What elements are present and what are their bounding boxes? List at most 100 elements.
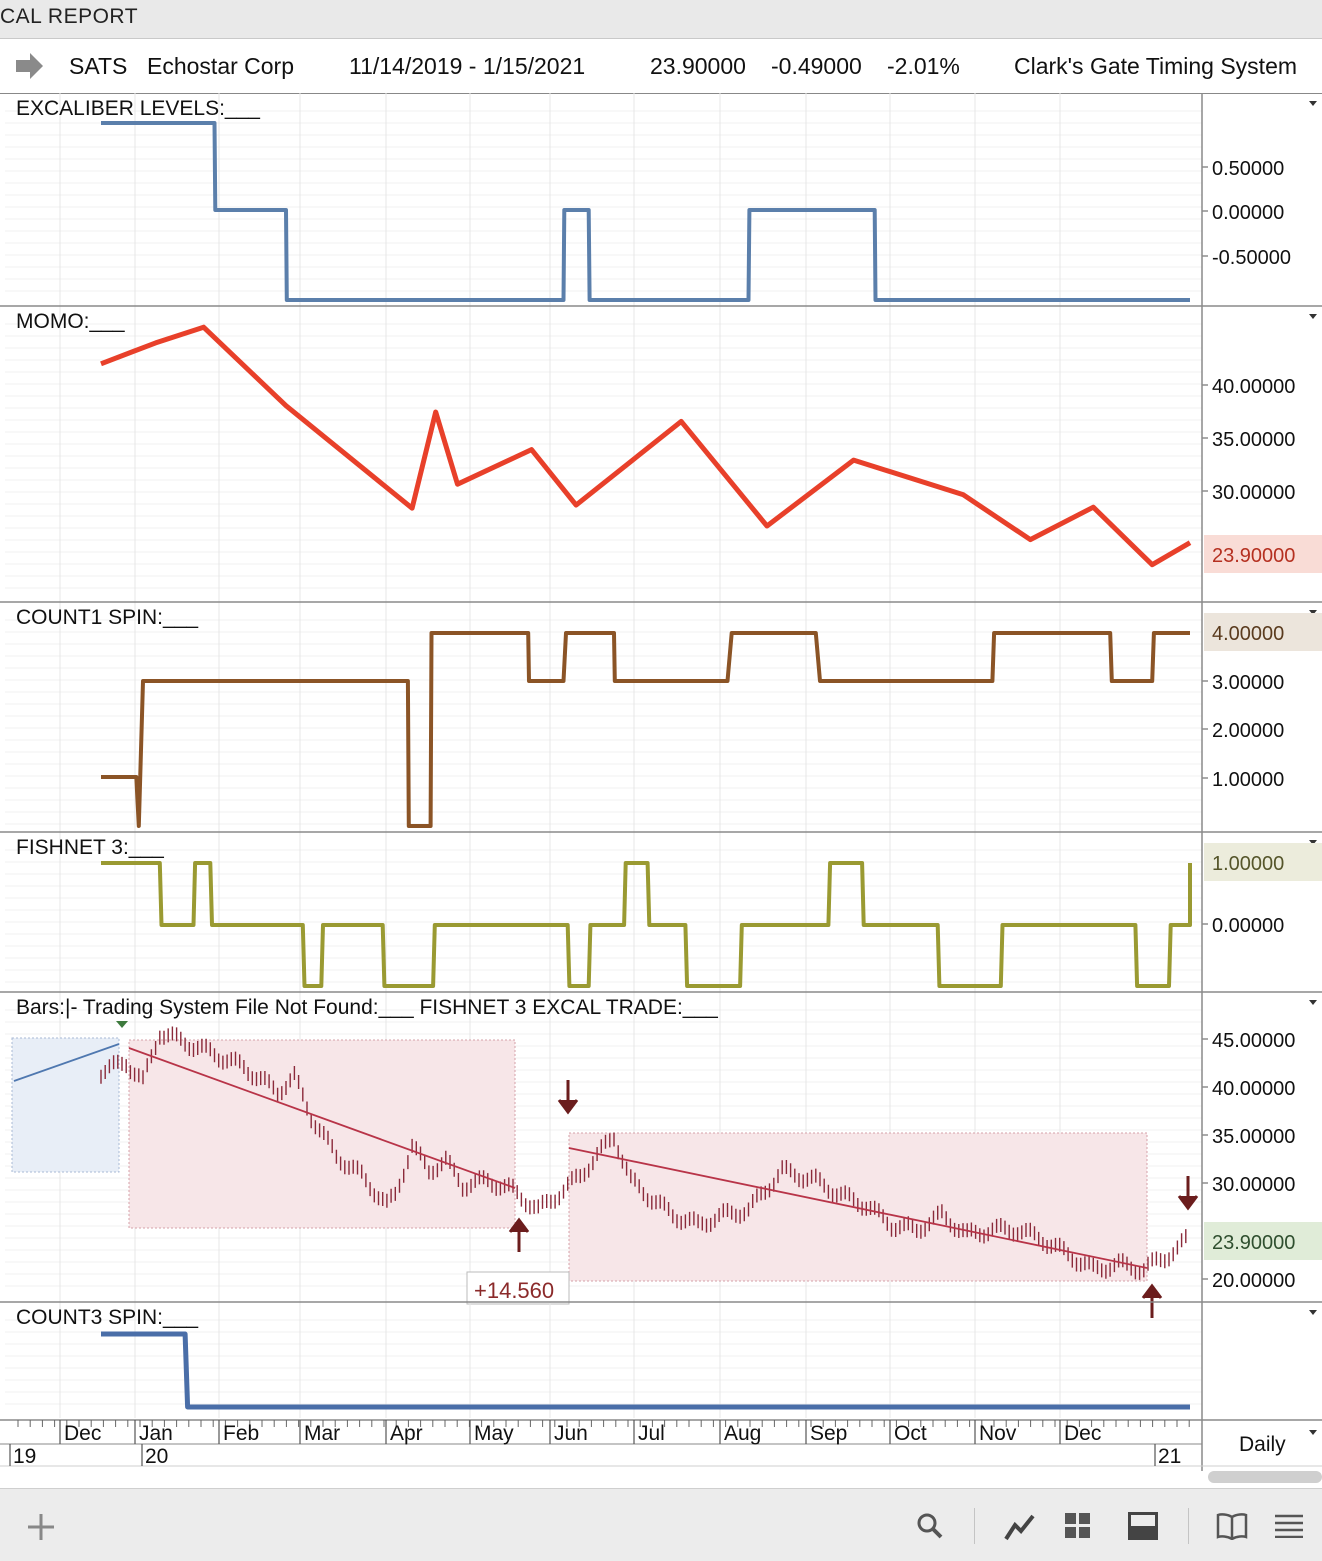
last-value-badge [1204,535,1322,573]
x-tick-label: Jun [554,1422,588,1445]
last-value-badge [1204,843,1322,881]
chevron-down-icon[interactable] [1309,610,1317,615]
indicator-panel: Bars:|- Trading System File Not Found:__… [0,991,1322,1318]
menu-icon[interactable] [1274,1512,1304,1538]
x-tick-label: May [474,1422,514,1445]
trend-line [128,1047,516,1189]
book-icon[interactable] [1216,1512,1248,1540]
trade-profit-box [466,1271,570,1305]
last-value-label: 1.00000 [1212,853,1284,875]
marker-icon [116,1021,128,1028]
timeframe-label[interactable]: Daily [1239,1433,1286,1456]
chevron-down-icon[interactable] [1309,314,1317,319]
add-icon[interactable] [26,1512,56,1542]
panel-title: EXCALIBER LEVELS:___ [16,97,260,120]
last-value-label: 4.00000 [1212,623,1284,645]
series-line [101,121,1190,302]
x-tick-label: Aug [724,1422,761,1445]
x-tick-label: Oct [894,1422,927,1445]
indicator-panel: MOMO:___ 40.00000 35.00000 30.00000 23.90000 [0,305,1322,602]
toolbar-separator [974,1508,975,1544]
chevron-down-icon[interactable] [1309,840,1317,845]
x-tick-label: Sep [810,1422,847,1445]
symbol-label[interactable]: SATS [69,53,128,79]
trend-line [568,1147,1148,1269]
search-icon[interactable] [916,1512,944,1542]
indicator-panel: FISHNET 3:___ 0.00000 1.00000 [0,831,1322,992]
date-range: 11/14/2019 - 1/15/2021 [349,53,586,79]
indicator-panel: COUNT1 SPIN:___ 3.00000 2.00000 1.00000 4.00… [0,601,1322,832]
x-axis: Dec Jan Feb Mar Apr May Jun Jul Aug Sep Oct Nov Dec 1… [0,1419,1322,1468]
x-tick-label: Jul [638,1422,665,1445]
chevron-down-icon[interactable] [1309,1000,1317,1005]
y-tick-label: 35.00000 [1212,429,1295,451]
x-tick-label: Dec [1064,1422,1101,1445]
trade-box [11,1037,120,1173]
series-line [101,1331,1190,1410]
last-price: 23.90000 [650,53,746,79]
x-tick-label: Mar [304,1422,340,1445]
y-tick-label: 1.00000 [1212,769,1284,791]
x-tick-label: Feb [223,1422,259,1445]
series-line [101,631,1190,828]
y-tick-label: 20.00000 [1212,1270,1295,1292]
symbol-info-bar: SATS Echostar Corp 11/14/2019 - 1/15/202… [0,39,1322,94]
y-tick-label: -0.50000 [1212,247,1291,269]
sell-arrow-icon [557,1080,579,1115]
x-year-label: 19 [13,1445,36,1468]
y-tick-label: 0.50000 [1212,158,1284,180]
y-tick-label: 3.00000 [1212,672,1284,694]
y-tick-label: 30.00000 [1212,1174,1295,1196]
company-name: Echostar Corp [147,53,295,79]
last-value-label: 23.90000 [1212,545,1295,567]
chart-area: EXCALIBER LEVELS:___ 0.50000 0.00000 -0.500… [0,93,1322,1471]
x-tick-label: Apr [390,1422,423,1445]
panel-title: COUNT1 SPIN:___ [16,606,198,629]
buy-arrow-icon [1141,1283,1163,1318]
series-line [100,324,1192,568]
y-tick-label: 35.00000 [1212,1126,1295,1148]
trend-line [13,1043,120,1082]
price-bars [100,1026,1187,1280]
y-tick-label: 40.00000 [1212,1078,1295,1100]
bottom-toolbar [0,1488,1322,1561]
x-tick-label: Dec [64,1422,101,1445]
y-tick-label: 40.00000 [1212,376,1295,398]
indicator-panel: COUNT3 SPIN:___ [0,1301,1322,1418]
chevron-down-icon[interactable] [1309,101,1317,106]
horizontal-scrollbar[interactable] [1208,1471,1322,1483]
window-title: CAL REPORT [0,5,139,28]
x-year-label: 21 [1158,1445,1181,1468]
panel-title: MOMO:___ [16,310,125,333]
indicator-panel: EXCALIBER LEVELS:___ 0.50000 0.00000 -0.500… [5,93,1317,306]
system-name: Clark's Gate Timing System [1014,53,1298,79]
x-year-label: 20 [145,1445,168,1468]
price-change-percent: -2.01% [887,53,960,79]
y-tick-label: 45.00000 [1212,1030,1295,1052]
toolbar-separator [1188,1508,1189,1544]
last-value-badge [1204,1222,1322,1260]
x-tick-label: Jan [139,1422,173,1445]
sell-arrow-icon [1177,1176,1199,1211]
buy-arrow-icon [508,1217,530,1252]
panel-title: COUNT3 SPIN:___ [16,1306,198,1329]
last-value-label: 23.90000 [1212,1232,1295,1254]
x-tick-label: Nov [979,1422,1017,1445]
line-chart-icon[interactable] [1004,1512,1036,1542]
panel-title: Bars:|- Trading System File Not Found:__… [16,996,718,1019]
price-change: -0.49000 [771,53,862,79]
series-line [101,861,1192,988]
y-tick-label: 0.00000 [1212,915,1284,937]
arrow-right-icon[interactable] [16,53,44,79]
last-value-badge [1204,613,1322,651]
trade-profit-label: +14.560 [474,1278,554,1303]
grid-layout-icon[interactable] [1064,1512,1092,1540]
y-tick-label: 2.00000 [1212,720,1284,742]
chevron-down-icon[interactable] [1309,1310,1317,1315]
panel-layout-icon[interactable] [1128,1512,1158,1540]
window-titlebar: CAL REPORT [0,0,1322,39]
y-tick-label: 0.00000 [1212,202,1284,224]
y-tick-label: 30.00000 [1212,482,1295,504]
chevron-down-icon[interactable] [1309,1430,1317,1435]
panel-title: FISHNET 3:___ [16,836,164,859]
